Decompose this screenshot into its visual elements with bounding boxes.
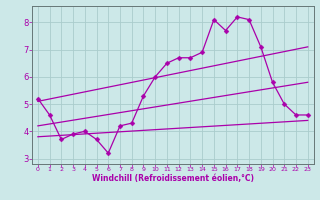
X-axis label: Windchill (Refroidissement éolien,°C): Windchill (Refroidissement éolien,°C) — [92, 174, 254, 183]
